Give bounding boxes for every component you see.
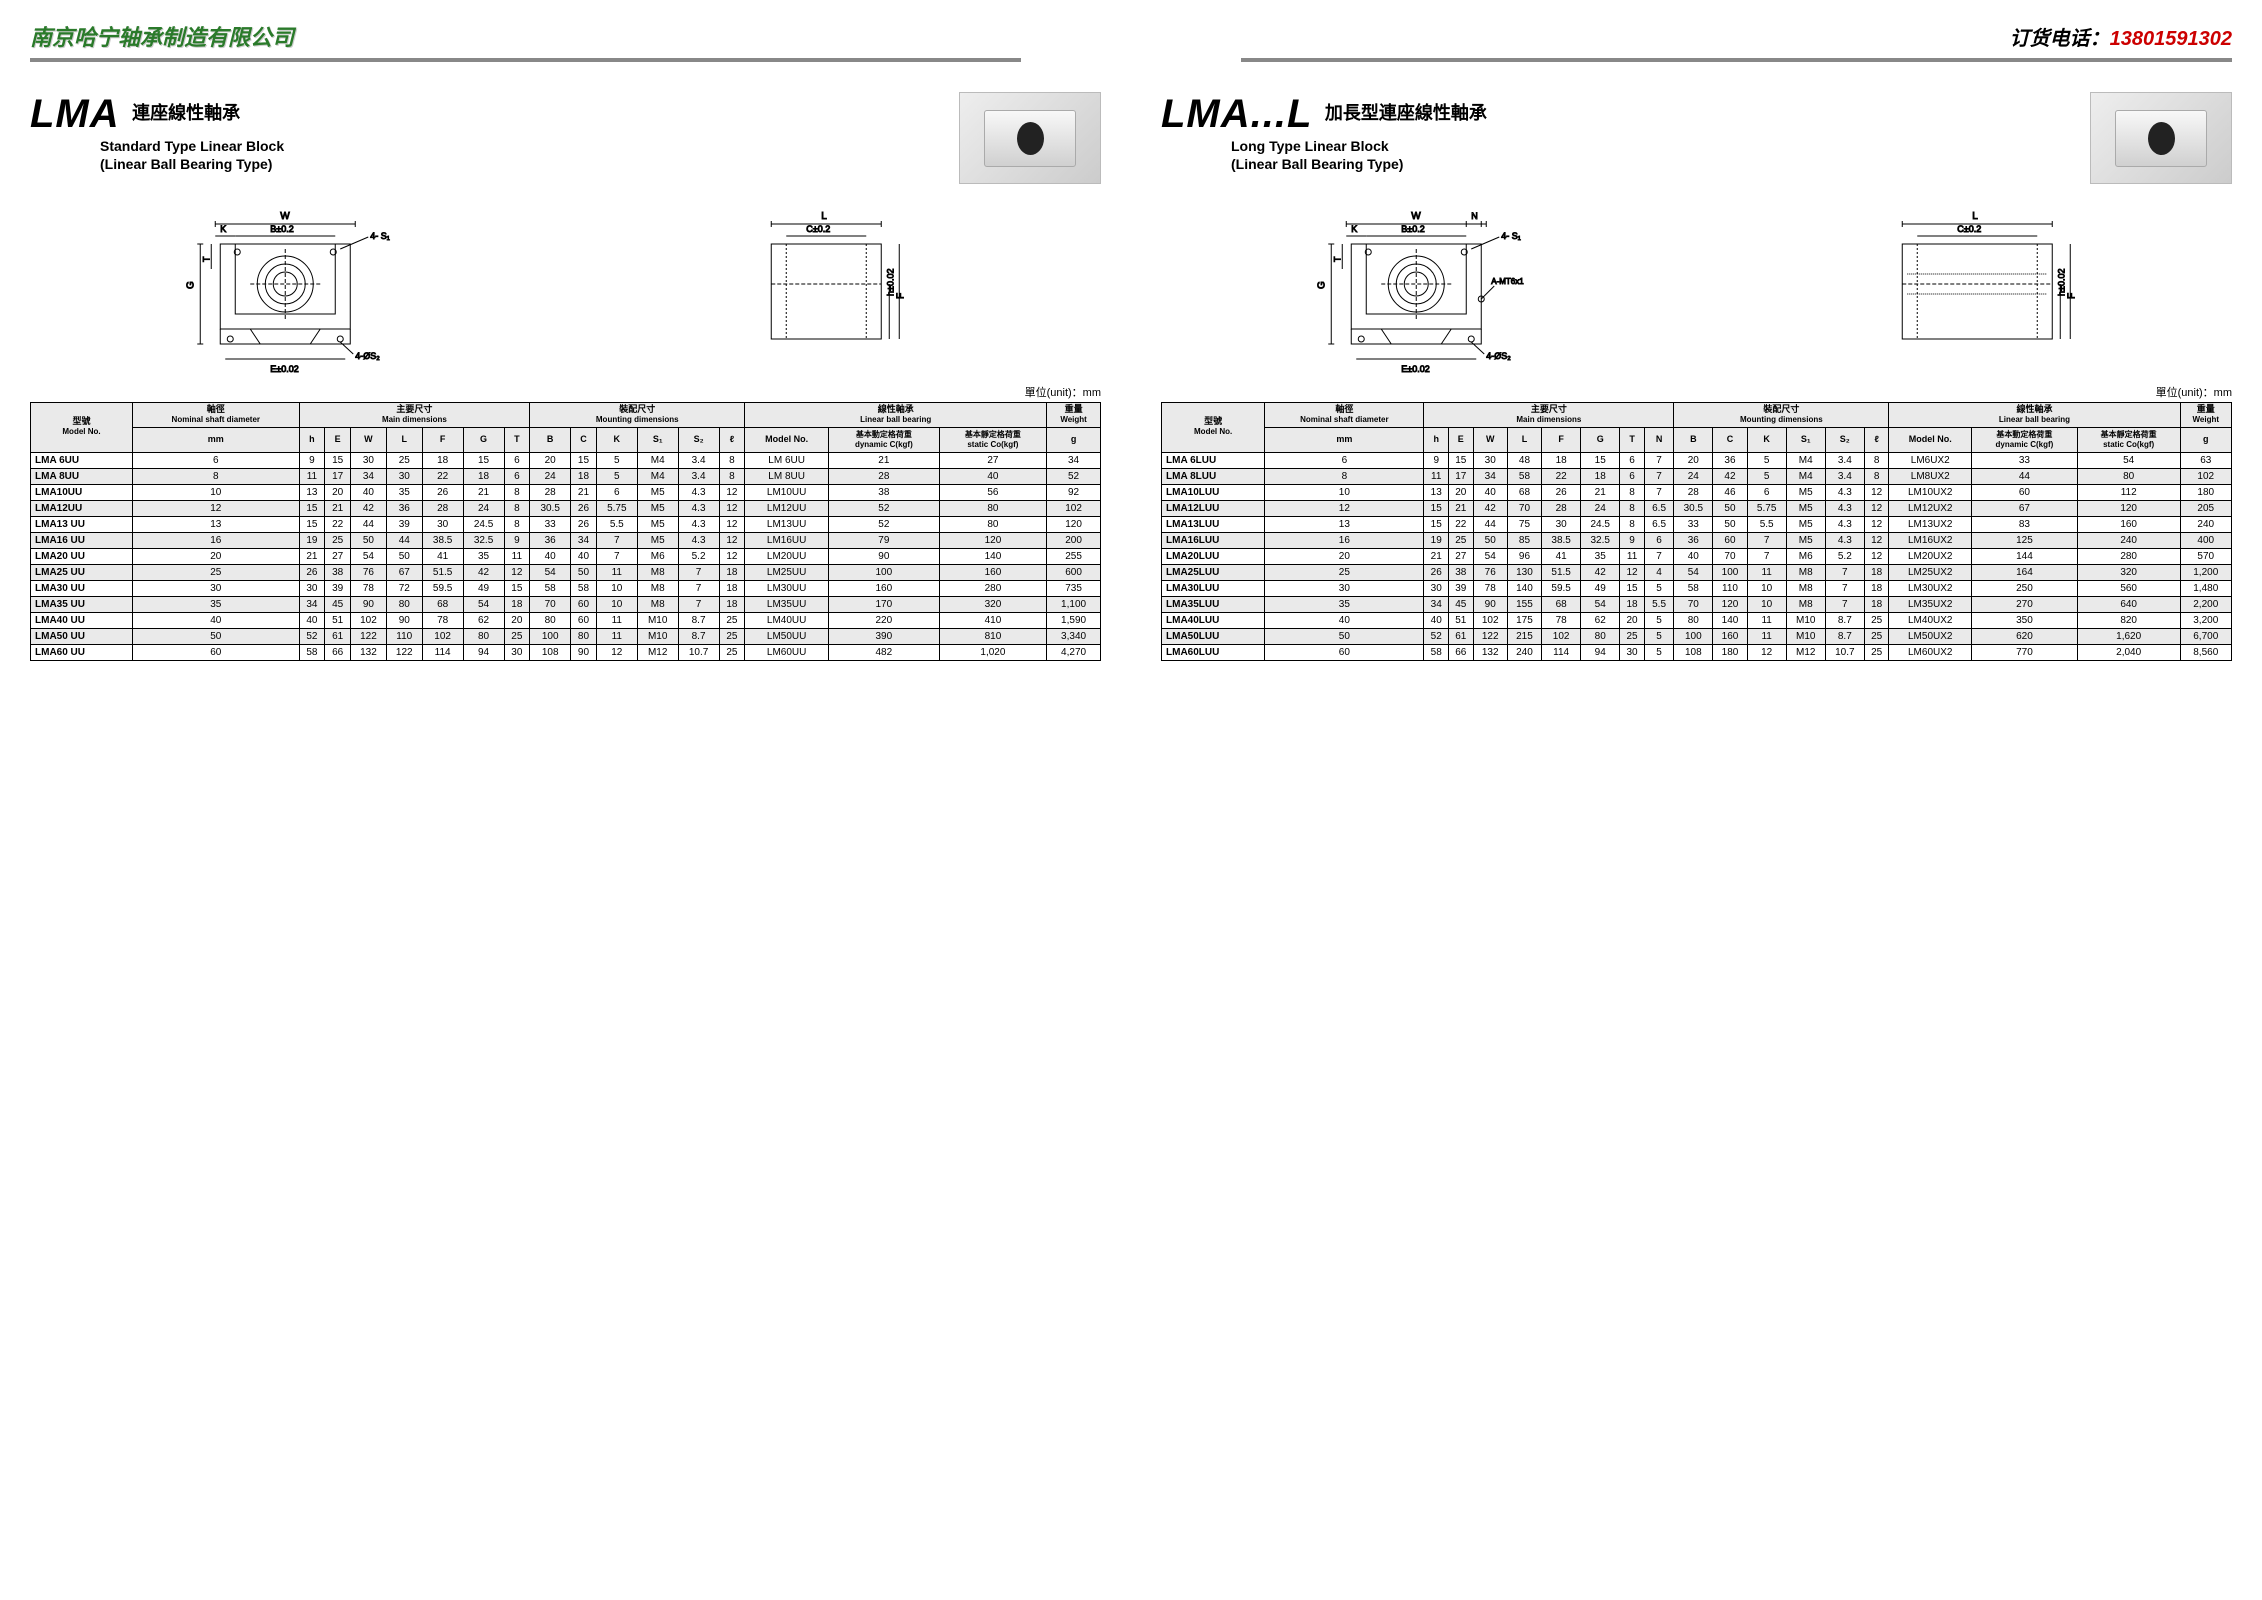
diagrams: W K B±0.2 N 4- S₁ A-MT6x1 G T E±0.02 4-Ø…: [1161, 204, 2232, 374]
spec-row: LMA30LUU30 30397814059.5491555811010M871…: [1162, 580, 2232, 596]
subtitle-cn: 連座線性軸承: [132, 99, 240, 125]
front-diagram: W K B±0.2 N 4- S₁ A-MT6x1 G T E±0.02 4-Ø…: [1161, 204, 1682, 374]
svg-text:C±0.2: C±0.2: [806, 224, 830, 234]
front-diagram: W K B±0.2 4- S₁ G T E±0.02 4-ØS₂: [30, 204, 551, 374]
spec-row: LMA30 UU30 3039787259.54915585810M8718 L…: [31, 580, 1101, 596]
svg-text:4-ØS₂: 4-ØS₂: [1486, 351, 1511, 361]
subtitle-cn: 加長型連座線性軸承: [1325, 99, 1487, 125]
spec-row: LMA40 UU40 405110290786220806011M108.725…: [31, 612, 1101, 628]
spec-row: LMA10UU10 132040352621828216M54.312 LM10…: [31, 484, 1101, 500]
spec-row: LMA35LUU35 3445901556854185.57012010M871…: [1162, 596, 2232, 612]
svg-text:A-MT6x1: A-MT6x1: [1491, 277, 1524, 286]
divider-bar: [30, 58, 2232, 62]
svg-text:K: K: [220, 224, 226, 234]
subtitle-en: Standard Type Linear Block(Linear Ball B…: [100, 137, 939, 173]
side-diagram: L C±0.2 h±0.02 F: [581, 204, 1102, 374]
product-photo: [959, 92, 1101, 184]
spec-row: LMA40LUU40 405110217578622058014011M108.…: [1162, 612, 2232, 628]
svg-text:L: L: [821, 211, 827, 222]
svg-text:F: F: [895, 293, 906, 299]
product-photo: [2090, 92, 2232, 184]
spec-table: 型號Model No. 軸徑Nominal shaft diameter 主要尺…: [30, 402, 1101, 661]
spec-row: LMA 8LUU8 1117345822186724425M43.48 LM8U…: [1162, 468, 2232, 484]
svg-text:E±0.02: E±0.02: [270, 364, 298, 374]
svg-text:W: W: [1411, 211, 1421, 222]
spec-row: LMA13 UU13 152244393024.5833265.5M54.312…: [31, 516, 1101, 532]
svg-text:4- S₁: 4- S₁: [1501, 231, 1521, 241]
spec-row: LMA60LUU60 58661322401149430510818012M12…: [1162, 644, 2232, 660]
spec-row: LMA16 UU16 1925504438.532.5936347M54.312…: [31, 532, 1101, 548]
spec-table: 型號Model No. 軸徑Nominal shaft diameter 主要尺…: [1161, 402, 2232, 661]
company-name: 南京哈宁轴承制造有限公司: [30, 20, 294, 52]
spec-row: LMA12UU12 152142362824830.5265.75M54.312…: [31, 500, 1101, 516]
svg-text:C±0.2: C±0.2: [1957, 224, 1981, 234]
spec-row: LMA25LUU25 26387613051.5421245410011M871…: [1162, 564, 2232, 580]
spec-row: LMA20 UU20 2127545041351140407M65.212 LM…: [31, 548, 1101, 564]
svg-text:N: N: [1471, 211, 1478, 221]
spec-row: LMA12LUU12 15214270282486.530.5505.75M54…: [1162, 500, 2232, 516]
svg-text:T: T: [201, 256, 211, 262]
svg-text:L: L: [1972, 211, 1978, 222]
svg-text:E±0.02: E±0.02: [1401, 364, 1429, 374]
spec-row: LMA13LUU13 152244753024.586.533505.5M54.…: [1162, 516, 2232, 532]
svg-text:4- S₁: 4- S₁: [370, 231, 390, 241]
unit-label: 單位(unit)：mm: [1161, 384, 2232, 400]
spec-row: LMA 8UU8 111734302218624185M43.48 LM 8UU…: [31, 468, 1101, 484]
spec-row: LMA16LUU16 1925508538.532.59636607M54.31…: [1162, 532, 2232, 548]
svg-text:h±0.02: h±0.02: [2056, 269, 2066, 296]
subtitle-en: Long Type Linear Block(Linear Ball Beari…: [1231, 137, 2070, 173]
svg-text:K: K: [1351, 224, 1357, 234]
side-diagram: L C±0.2 h±0.02 F: [1712, 204, 2233, 374]
series-title: LMA...L: [1161, 92, 1312, 136]
svg-text:B±0.2: B±0.2: [1401, 224, 1424, 234]
spec-row: LMA50 UU50 526112211010280251008011M108.…: [31, 628, 1101, 644]
spec-row: LMA 6LUU6 915304818156720365M43.48 LM6UX…: [1162, 452, 2232, 468]
spec-row: LMA50LUU50 52611222151028025510016011M10…: [1162, 628, 2232, 644]
series-title: LMA: [30, 92, 120, 136]
svg-text:B±0.2: B±0.2: [270, 224, 293, 234]
spec-row: LMA20LUU20 21275496413511740707M65.212 L…: [1162, 548, 2232, 564]
svg-text:F: F: [2066, 293, 2077, 299]
svg-text:h±0.02: h±0.02: [885, 269, 895, 296]
spec-row: LMA60 UU60 586613212211494301089012M1210…: [31, 644, 1101, 660]
phone: 订货电话：13801591302: [2010, 22, 2232, 51]
spec-row: LMA25 UU25 2638766751.54212545011M8718 L…: [31, 564, 1101, 580]
svg-text:T: T: [1332, 256, 1342, 262]
svg-text:W: W: [280, 211, 290, 222]
svg-text:G: G: [1316, 281, 1327, 289]
spec-row: LMA 6UU6 91530251815620155M43.48 LM 6UU2…: [31, 452, 1101, 468]
diagrams: W K B±0.2 4- S₁ G T E±0.02 4-ØS₂ L C±0.2…: [30, 204, 1101, 374]
spec-row: LMA35 UU35 34459080685418706010M8718 LM3…: [31, 596, 1101, 612]
svg-text:4-ØS₂: 4-ØS₂: [355, 351, 380, 361]
svg-text:G: G: [185, 281, 196, 289]
unit-label: 單位(unit)：mm: [30, 384, 1101, 400]
spec-row: LMA10LUU10 1320406826218728466M54.312 LM…: [1162, 484, 2232, 500]
